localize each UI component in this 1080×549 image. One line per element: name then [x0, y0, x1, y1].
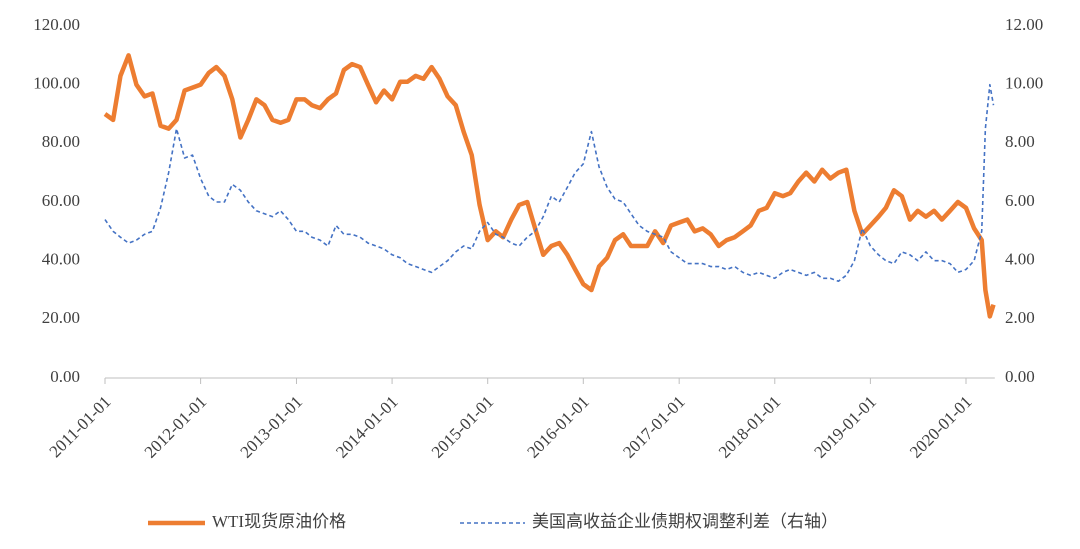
x-tick-label: 2011-01-01 [46, 392, 115, 461]
y-tick-label: 60.00 [42, 191, 80, 210]
x-tick-label: 2013-01-01 [237, 392, 307, 462]
y-tick-label: 0.00 [50, 367, 80, 386]
y2-tick-label: 0.00 [1005, 367, 1035, 386]
y2-tick-label: 8.00 [1005, 132, 1035, 151]
y2-tick-label: 10.00 [1005, 74, 1043, 93]
series-line [103, 53, 996, 319]
x-tick-label: 2012-01-01 [141, 392, 211, 462]
x-tick-label: 2017-01-01 [619, 392, 689, 462]
y2-tick-label: 12.00 [1005, 15, 1043, 34]
y2-tick-label: 2.00 [1005, 308, 1035, 327]
y2-tick-label: 6.00 [1005, 191, 1035, 210]
legend-label: 美国高收益企业债期权调整利差（右轴） [532, 512, 838, 531]
legend-label: WTI现货原油价格 [212, 512, 346, 531]
x-tick-label: 2020-01-01 [906, 392, 976, 462]
y-tick-label: 100.00 [33, 74, 80, 93]
x-tick-label: 2015-01-01 [428, 392, 498, 462]
y-tick-label: 120.00 [33, 15, 80, 34]
x-tick-label: 2019-01-01 [810, 392, 880, 462]
x-tick-label: 2016-01-01 [523, 392, 593, 462]
y2-tick-label: 4.00 [1005, 250, 1035, 269]
y-tick-label: 20.00 [42, 308, 80, 327]
x-tick-label: 2014-01-01 [332, 392, 402, 462]
y-tick-label: 40.00 [42, 250, 80, 269]
series-line [104, 83, 995, 282]
x-tick-label: 2018-01-01 [715, 392, 785, 462]
y-tick-label: 80.00 [42, 132, 80, 151]
